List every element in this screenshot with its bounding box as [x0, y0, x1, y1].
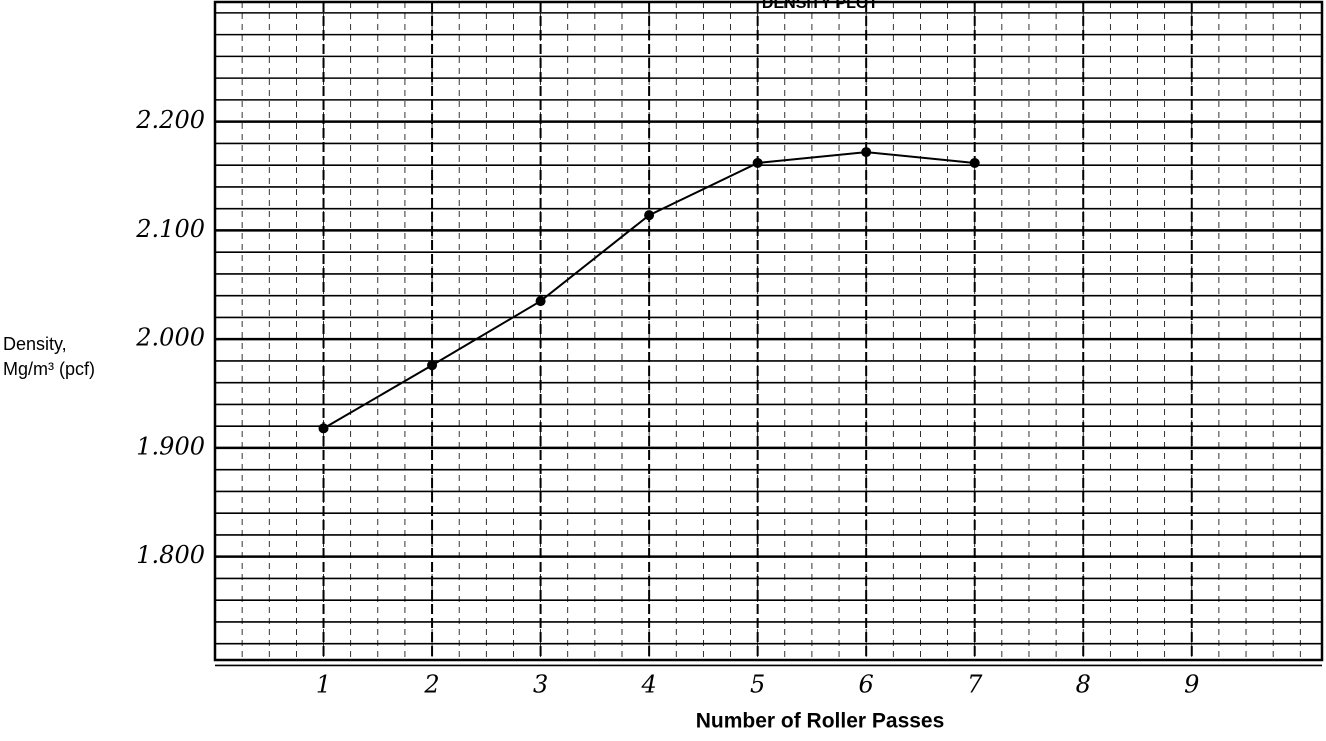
x-axis-label: Number of Roller Passes [696, 710, 945, 733]
x-tick-label: 4 [640, 671, 656, 699]
data-point [427, 360, 438, 371]
y-tick-label: 1.900 [136, 432, 205, 460]
y-tick-label: 2.200 [135, 106, 205, 134]
data-point [535, 296, 546, 307]
x-tick-label: 1 [316, 671, 331, 699]
y-tick-label: 2.100 [135, 215, 205, 243]
data-point [644, 210, 655, 221]
data-point [752, 157, 763, 168]
y-tick-label: 1.800 [136, 541, 205, 569]
x-tick-label: 8 [1076, 671, 1091, 699]
x-tick-label: 6 [859, 671, 874, 699]
data-point [861, 147, 872, 158]
y-axis-label: Mg/m³ (pcf) [3, 359, 95, 379]
y-tick-label: 2.000 [135, 324, 205, 352]
x-tick-label: 2 [423, 671, 439, 699]
x-tick-label: 7 [967, 671, 983, 699]
x-tick-label: 9 [1184, 671, 1199, 699]
x-tick-label: 3 [533, 671, 548, 699]
y-axis-label: Density, [3, 334, 67, 354]
x-tick-label: 5 [750, 671, 765, 699]
data-point [969, 157, 980, 168]
data-point [318, 423, 329, 434]
plot-frame [213, 0, 1324, 662]
